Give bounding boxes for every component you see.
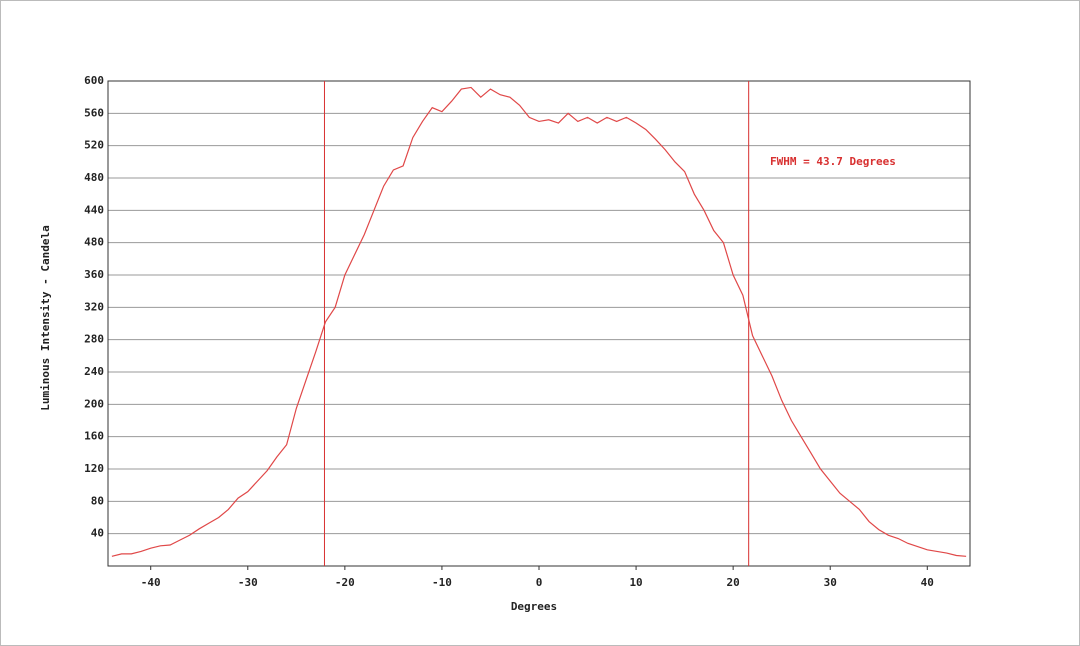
y-axis-label: Luminous Intensity - Candela	[39, 225, 52, 410]
y-tick-label: 320	[84, 300, 104, 313]
y-tick-label: 440	[84, 203, 104, 216]
x-tick-label: -20	[335, 576, 355, 589]
x-tick-label: 20	[727, 576, 740, 589]
x-tick-label: 10	[629, 576, 642, 589]
y-tick-label: 160	[84, 430, 104, 443]
x-tick-label: -30	[238, 576, 258, 589]
x-axis-label: Degrees	[511, 600, 557, 613]
x-tick-label: 0	[536, 576, 543, 589]
y-tick-label: 520	[84, 139, 104, 152]
x-tick-label: 40	[921, 576, 934, 589]
y-tick-label: 480	[84, 171, 104, 184]
y-tick-label: 200	[84, 397, 104, 410]
x-tick-label: -10	[432, 576, 452, 589]
y-tick-label: 240	[84, 365, 104, 378]
y-tick-label: 560	[84, 106, 104, 119]
y-tick-label: 600	[84, 74, 104, 87]
data-line	[111, 86, 967, 557]
x-tick-label: 30	[824, 576, 837, 589]
y-tick-label: 280	[84, 333, 104, 346]
annotation: FWHM = 43.7 Degrees	[770, 155, 896, 168]
x-tick-label: -40	[141, 576, 161, 589]
plot-border	[107, 80, 971, 567]
y-tick-label: 80	[91, 494, 104, 507]
y-tick-label: 40	[91, 527, 104, 540]
y-tick-label: 120	[84, 462, 104, 475]
y-tick-label: 480	[84, 236, 104, 249]
y-tick-label: 360	[84, 268, 104, 281]
